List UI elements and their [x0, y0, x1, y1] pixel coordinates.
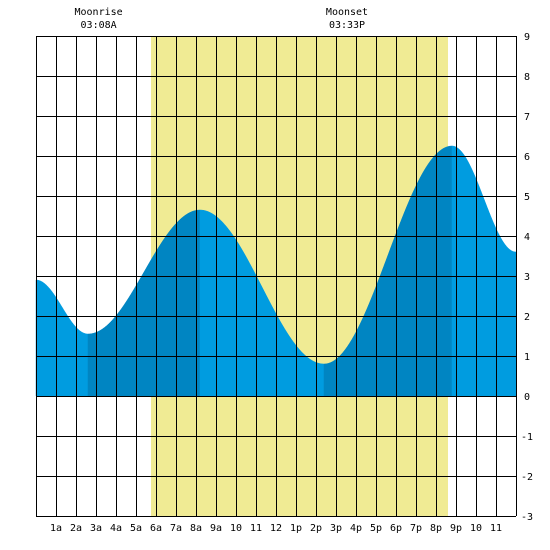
x-tick-label: 2a [70, 523, 82, 534]
x-tick-label: 1a [50, 523, 62, 534]
y-tick-label: 1 [524, 352, 530, 363]
y-tick-label: 3 [524, 272, 530, 283]
y-tick-label: 6 [524, 152, 530, 163]
y-tick-label: 9 [524, 32, 530, 43]
moon-event-label: Moonset [326, 7, 368, 18]
x-tick-label: 6a [150, 523, 162, 534]
x-tick-label: 12 [270, 523, 282, 534]
x-tick-label: 4p [350, 523, 362, 534]
x-tick-label: 11 [250, 523, 262, 534]
y-tick-label: -3 [521, 512, 533, 523]
x-tick-label: 9p [450, 523, 462, 534]
moon-event: Moonrise 03:08A [75, 7, 123, 31]
x-tick-label: 5p [370, 523, 382, 534]
x-tick-label: 3a [90, 523, 102, 534]
y-tick-label: 5 [524, 192, 530, 203]
x-tick-label: 10 [230, 523, 242, 534]
x-tick-label: 8a [190, 523, 202, 534]
y-tick-label: -1 [521, 432, 533, 443]
x-tick-label: 6p [390, 523, 402, 534]
y-tick-label: -2 [521, 472, 533, 483]
moon-event: Moonset 03:33P [326, 7, 368, 31]
x-tick-label: 3p [330, 523, 342, 534]
tide-area-segment-1 [35, 279, 89, 397]
x-tick-label: 9a [210, 523, 222, 534]
x-tick-label: 11 [490, 523, 502, 534]
y-tick-label: 2 [524, 312, 530, 323]
x-tick-label: 7a [170, 523, 182, 534]
moon-event-time: 03:08A [81, 20, 117, 31]
tide-area-segment-5 [451, 145, 517, 397]
y-tick-label: 4 [524, 232, 530, 243]
x-tick-label: 10 [470, 523, 482, 534]
y-tick-label: 0 [524, 392, 530, 403]
x-tick-label: 4a [110, 523, 122, 534]
tide-area-segment-2 [87, 209, 201, 397]
x-tick-label: 2p [310, 523, 322, 534]
y-tick-label: 8 [524, 72, 530, 83]
x-tick-label: 5a [130, 523, 142, 534]
x-tick-label: 1p [290, 523, 302, 534]
moon-event-label: Moonrise [75, 7, 123, 18]
x-tick-label: 8p [430, 523, 442, 534]
y-tick-label: 7 [524, 112, 530, 123]
x-tick-label: 7p [410, 523, 422, 534]
moon-event-time: 03:33P [329, 20, 365, 31]
